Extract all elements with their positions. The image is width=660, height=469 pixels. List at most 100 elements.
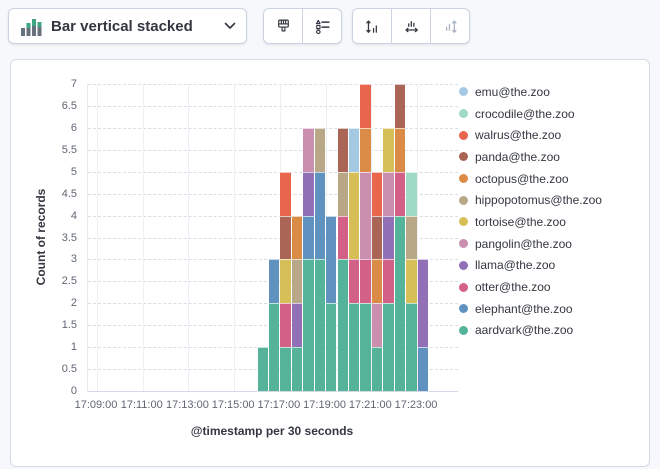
legend-item[interactable]: elephant@the.zoo <box>459 298 602 320</box>
bar-segment[interactable] <box>291 215 303 260</box>
legend-label: crocodile@the.zoo <box>475 106 575 121</box>
bar-segment[interactable] <box>280 303 291 348</box>
bar-segment[interactable] <box>280 347 291 391</box>
bar-segment[interactable] <box>417 259 428 348</box>
bar-segment[interactable] <box>360 259 371 304</box>
legend-item[interactable]: octopus@the.zoo <box>459 168 602 190</box>
bar-segment[interactable] <box>337 127 348 172</box>
bar-segment[interactable] <box>383 259 394 304</box>
bar-stack[interactable] <box>291 84 303 391</box>
bar-segment[interactable] <box>406 171 417 216</box>
bar-segment[interactable] <box>280 171 291 216</box>
bar-segment[interactable] <box>337 215 348 260</box>
bar-segment[interactable] <box>257 347 268 391</box>
bar-segment[interactable] <box>303 259 314 391</box>
legend-item[interactable]: hippopotomus@the.zoo <box>459 189 602 211</box>
legend-swatch <box>459 325 468 335</box>
y-tick-label: 4.5 <box>61 187 77 200</box>
chart-type-dropdown[interactable]: Bar vertical stacked <box>8 8 247 44</box>
plot-area <box>87 84 458 392</box>
bar-segment[interactable] <box>371 303 383 348</box>
bottom-axis-button[interactable] <box>391 8 431 44</box>
bar-segment[interactable] <box>291 303 303 348</box>
bar-segment[interactable] <box>337 259 348 391</box>
legend-swatch <box>459 282 468 292</box>
bar-segment[interactable] <box>371 259 383 304</box>
bar-stack[interactable] <box>360 84 371 391</box>
bar-segment[interactable] <box>326 303 337 391</box>
bar-stack[interactable] <box>417 84 428 391</box>
bar-segment[interactable] <box>383 215 394 260</box>
bar-segment[interactable] <box>291 347 303 391</box>
legend-swatch <box>459 304 468 314</box>
bar-segment[interactable] <box>314 171 326 260</box>
bar-segment[interactable] <box>383 127 394 172</box>
bar-stack[interactable] <box>383 84 394 391</box>
bar-segment[interactable] <box>417 347 428 391</box>
legend-item[interactable]: crocodile@the.zoo <box>459 103 602 125</box>
legend-item[interactable]: walrus@the.zoo <box>459 124 602 146</box>
legend-label: pangolin@the.zoo <box>475 236 572 251</box>
bar-segment[interactable] <box>394 84 406 128</box>
bar-segment[interactable] <box>406 215 417 260</box>
legend-item[interactable]: aardvark@the.zoo <box>459 320 602 342</box>
bar-segment[interactable] <box>269 259 280 304</box>
bar-segment[interactable] <box>394 127 406 172</box>
legend-item[interactable]: emu@the.zoo <box>459 81 602 103</box>
v-gridline <box>188 84 190 391</box>
bar-segment[interactable] <box>280 215 291 260</box>
bar-segment[interactable] <box>303 215 314 260</box>
bar-segment[interactable] <box>371 171 383 216</box>
v-gridline <box>371 84 373 391</box>
bar-segment[interactable] <box>303 171 314 216</box>
legend-item[interactable]: llama@the.zoo <box>459 255 602 277</box>
left-axis-button[interactable] <box>352 8 392 44</box>
x-tick-label: 17:15:00 <box>211 399 255 411</box>
right-axis-button[interactable] <box>430 8 470 44</box>
bar-stack[interactable] <box>337 84 348 391</box>
bar-segment[interactable] <box>326 215 337 304</box>
bar-segment[interactable] <box>349 127 360 172</box>
styling-button[interactable] <box>263 8 303 44</box>
bar-segment[interactable] <box>303 127 314 172</box>
bar-segment[interactable] <box>383 303 394 391</box>
bar-segment[interactable] <box>383 171 394 216</box>
legend-item[interactable]: tortoise@the.zoo <box>459 211 602 233</box>
legend-item[interactable]: panda@the.zoo <box>459 146 602 168</box>
legend-item[interactable]: otter@the.zoo <box>459 276 602 298</box>
bar-segment[interactable] <box>349 171 360 260</box>
legend-settings-button[interactable] <box>302 8 342 44</box>
bar-segment[interactable] <box>360 127 371 172</box>
bar-stack[interactable] <box>406 84 417 391</box>
bar-segment[interactable] <box>280 259 291 304</box>
bar-segment[interactable] <box>360 171 371 260</box>
bar-stack[interactable] <box>326 84 337 391</box>
bar-segment[interactable] <box>394 171 406 216</box>
bar-segment[interactable] <box>406 303 417 391</box>
v-gridline <box>279 84 281 391</box>
bar-stack[interactable] <box>257 84 268 391</box>
legend-item[interactable]: pangolin@the.zoo <box>459 233 602 255</box>
bar-segment[interactable] <box>269 303 280 391</box>
x-tick-label: 17:11:00 <box>120 399 163 411</box>
bar-stack[interactable] <box>280 84 291 391</box>
bar-segment[interactable] <box>337 171 348 216</box>
bar-segment[interactable] <box>371 347 383 391</box>
bar-stack[interactable] <box>269 84 280 391</box>
bar-stack[interactable] <box>314 84 326 391</box>
bar-stack[interactable] <box>394 84 406 391</box>
bar-stack[interactable] <box>303 84 314 391</box>
bar-segment[interactable] <box>314 259 326 391</box>
bar-stack[interactable] <box>349 84 360 391</box>
bar-stack[interactable] <box>371 84 383 391</box>
bar-segment[interactable] <box>349 259 360 304</box>
bar-segment[interactable] <box>406 259 417 304</box>
chart-panel: Count of records @timestamp per 30 secon… <box>10 59 650 467</box>
bar-segment[interactable] <box>291 259 303 304</box>
bar-segment[interactable] <box>394 215 406 391</box>
bar-segment[interactable] <box>314 127 326 172</box>
bar-segment[interactable] <box>349 303 360 391</box>
bar-segment[interactable] <box>360 303 371 391</box>
bar-segment[interactable] <box>360 84 371 128</box>
bar-segment[interactable] <box>371 215 383 260</box>
